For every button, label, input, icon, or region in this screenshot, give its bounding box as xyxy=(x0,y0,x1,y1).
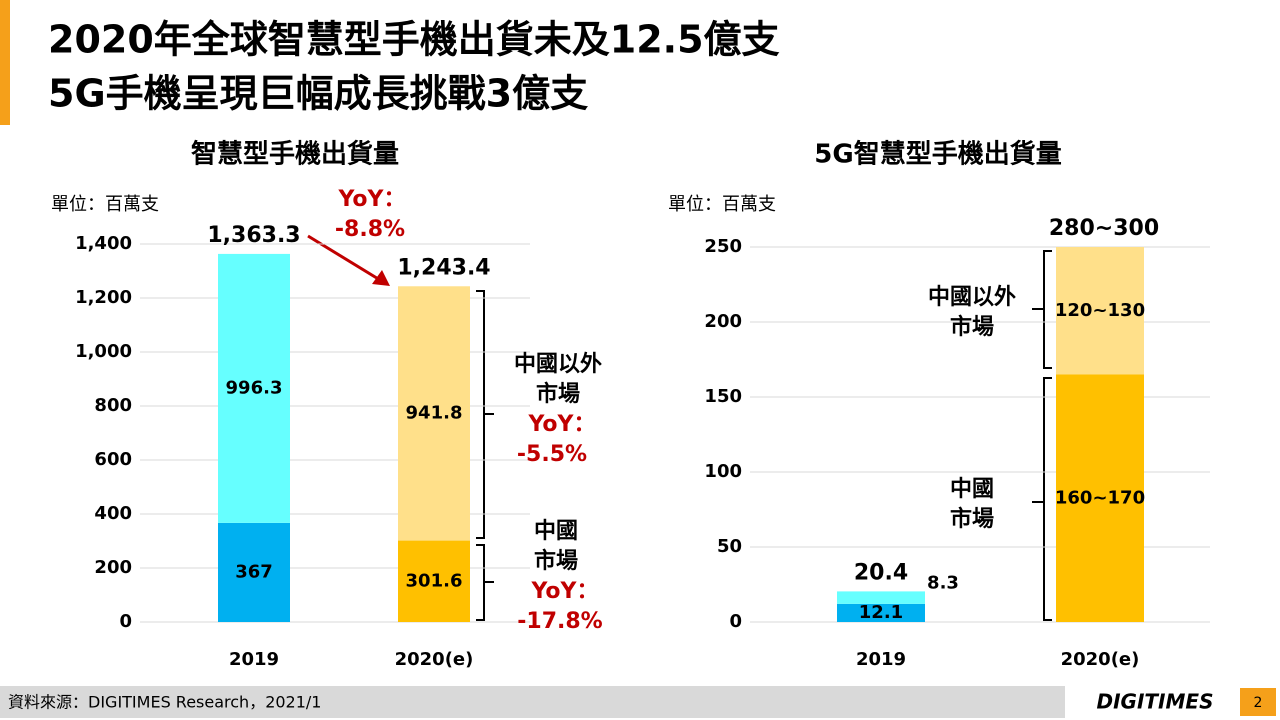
x-tick-label: 2019 xyxy=(856,649,906,670)
annotation: YoY： xyxy=(528,412,596,437)
annotation: -17.8% xyxy=(517,609,602,634)
annotation: 中國 xyxy=(534,519,578,544)
annotation: 中國 xyxy=(950,477,994,502)
arrow xyxy=(307,234,381,282)
data-label: 301.6 xyxy=(406,570,463,591)
arrow-head xyxy=(372,270,390,286)
bracket xyxy=(1032,377,1052,621)
chart-title: 智慧型手機出貨量 xyxy=(191,139,399,170)
y-tick-label: 800 xyxy=(94,395,132,416)
data-label: 12.1 xyxy=(859,602,903,623)
bar-segment xyxy=(218,522,290,622)
bracket xyxy=(476,544,494,621)
annotation: 中國以外 xyxy=(928,284,1016,310)
data-label: 8.3 xyxy=(927,572,959,593)
annotation: -5.5% xyxy=(517,442,587,467)
y-tick-label: 200 xyxy=(704,311,742,332)
total-label: 280~300 xyxy=(1049,216,1159,241)
title-line: 5G手機呈現巨幅成長挑戰3億支 xyxy=(48,72,588,116)
bar-segment xyxy=(218,253,290,523)
data-label: 996.3 xyxy=(226,377,283,398)
data-label: 941.8 xyxy=(406,402,463,423)
annotation: 中國以外 xyxy=(514,351,602,377)
chart-title: 5G智慧型手機出貨量 xyxy=(814,139,1061,170)
y-tick-label: 50 xyxy=(717,536,742,557)
page-box xyxy=(1240,688,1276,716)
y-tick-label: 400 xyxy=(94,503,132,524)
bracket xyxy=(1032,250,1052,369)
total-label: 1,363.3 xyxy=(207,223,300,248)
source: 資料來源：DIGITIMES Research，2021/1 xyxy=(8,693,322,712)
annotation: 市場 xyxy=(536,381,580,407)
bar-segment xyxy=(1056,374,1144,622)
y-tick-label: 600 xyxy=(94,449,132,470)
logo: DIGITIMES xyxy=(1097,690,1214,714)
page-number: 2 xyxy=(1254,695,1263,711)
y-tick-label: 250 xyxy=(704,236,742,257)
data-label: 120~130 xyxy=(1055,300,1145,321)
y-tick-label: 200 xyxy=(94,557,132,578)
annotation: YoY： xyxy=(338,187,406,212)
title-line: 2020年全球智慧型手機出貨未及12.5億支 xyxy=(48,18,780,62)
bar-segment xyxy=(398,286,470,541)
annotation: -8.8% xyxy=(335,217,405,242)
total-label: 20.4 xyxy=(854,560,908,585)
bar-segment xyxy=(837,603,925,622)
y-tick-label: 0 xyxy=(119,611,132,632)
bar-segment xyxy=(398,540,470,622)
bar-segment xyxy=(1056,247,1144,375)
y-tick-label: 0 xyxy=(729,611,742,632)
bar-segment xyxy=(837,591,925,604)
annotation: 市場 xyxy=(534,548,578,574)
data-label: 160~170 xyxy=(1055,487,1145,508)
annotation: 市場 xyxy=(950,314,994,340)
annotation: YoY： xyxy=(531,579,599,604)
bracket xyxy=(476,290,494,539)
x-tick-label: 2019 xyxy=(229,649,279,670)
y-tick-label: 1,400 xyxy=(75,233,132,254)
annotation: 市場 xyxy=(950,506,994,532)
x-tick-label: 2020(e) xyxy=(1061,649,1140,670)
total-label: 1,243.4 xyxy=(397,255,490,280)
data-label: 367 xyxy=(235,561,273,582)
y-tick-label: 1,000 xyxy=(75,341,132,362)
unit-label: 單位：百萬支 xyxy=(51,194,159,215)
y-tick-label: 1,200 xyxy=(75,287,132,308)
unit-label: 單位：百萬支 xyxy=(668,194,776,215)
footer-bar xyxy=(0,686,1065,718)
y-tick-label: 150 xyxy=(704,386,742,407)
accent-bar xyxy=(0,0,10,125)
x-tick-label: 2020(e) xyxy=(395,649,474,670)
y-tick-label: 100 xyxy=(704,461,742,482)
